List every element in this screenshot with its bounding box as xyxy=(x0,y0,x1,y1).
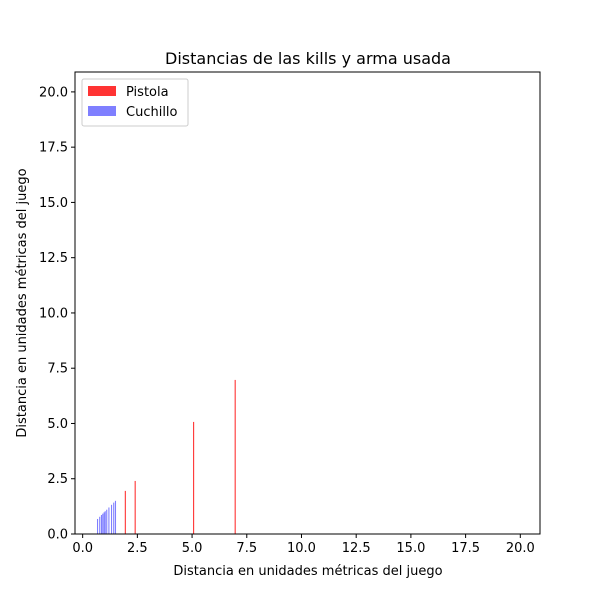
bar-pistola-2 xyxy=(193,421,195,534)
bar-cuchillo-4 xyxy=(103,512,105,534)
bar-cuchillo-9 xyxy=(113,502,115,534)
y-tick-label: 12.5 xyxy=(39,251,68,266)
y-tick-label: 0.0 xyxy=(47,528,68,543)
legend: Pistola Cuchillo xyxy=(81,78,189,127)
x-tick-label: 2.5 xyxy=(127,541,148,556)
plot-frame xyxy=(74,71,541,535)
y-tick-label: 5.0 xyxy=(47,417,68,432)
y-tick-label: 15.0 xyxy=(39,196,68,211)
bar-cuchillo-0 xyxy=(96,518,99,534)
x-tick-label: 10.0 xyxy=(287,541,316,556)
legend-label-pistola: Pistola xyxy=(126,85,169,100)
x-tick-label: 20.0 xyxy=(506,541,535,556)
bar-cuchillo-6 xyxy=(106,509,108,534)
y-tick-label: 7.5 xyxy=(47,362,68,377)
y-tick-label: 20.0 xyxy=(39,85,68,100)
bar-cuchillo-5 xyxy=(104,511,106,534)
chart-title: Distancias de las kills y arma usada xyxy=(165,49,451,68)
x-axis-label: Distancia en unidades métricas del juego xyxy=(173,564,442,579)
legend-swatch-pistola xyxy=(88,86,116,96)
x-tick-label: 5.0 xyxy=(182,541,203,556)
y-tick-label: 10.0 xyxy=(39,306,68,321)
y-tick-label: 17.5 xyxy=(39,141,68,156)
bar-pistola-0 xyxy=(124,490,126,534)
bar-cuchillo-7 xyxy=(108,507,110,534)
x-axis: 0.0 2.5 5.0 7.5 10.0 12.5 15.0 17.5 20.0 xyxy=(72,534,535,556)
bar-cuchillo-8 xyxy=(110,504,113,534)
bars xyxy=(96,379,236,534)
bar-pistola-3 xyxy=(234,379,236,534)
bar-cuchillo-1 xyxy=(99,516,101,534)
bar-cuchillo-10 xyxy=(114,500,117,534)
y-axis: 0.0 2.5 5.0 7.5 10.0 12.5 15.0 17.5 20.0 xyxy=(39,85,75,543)
x-tick-label: 7.5 xyxy=(236,541,257,556)
bar-cuchillo-2 xyxy=(100,514,103,534)
legend-swatch-cuchillo xyxy=(88,106,116,116)
bar-cuchillo-3 xyxy=(102,513,104,534)
y-axis-label: Distancia en unidades métricas del juego xyxy=(15,168,30,437)
x-tick-label: 0.0 xyxy=(72,541,93,556)
x-tick-label: 12.5 xyxy=(342,541,371,556)
x-tick-label: 17.5 xyxy=(451,541,480,556)
y-tick-label: 2.5 xyxy=(47,472,68,487)
x-tick-label: 15.0 xyxy=(396,541,425,556)
legend-label-cuchillo: Cuchillo xyxy=(126,105,178,120)
bar-pistola-1 xyxy=(134,480,136,534)
